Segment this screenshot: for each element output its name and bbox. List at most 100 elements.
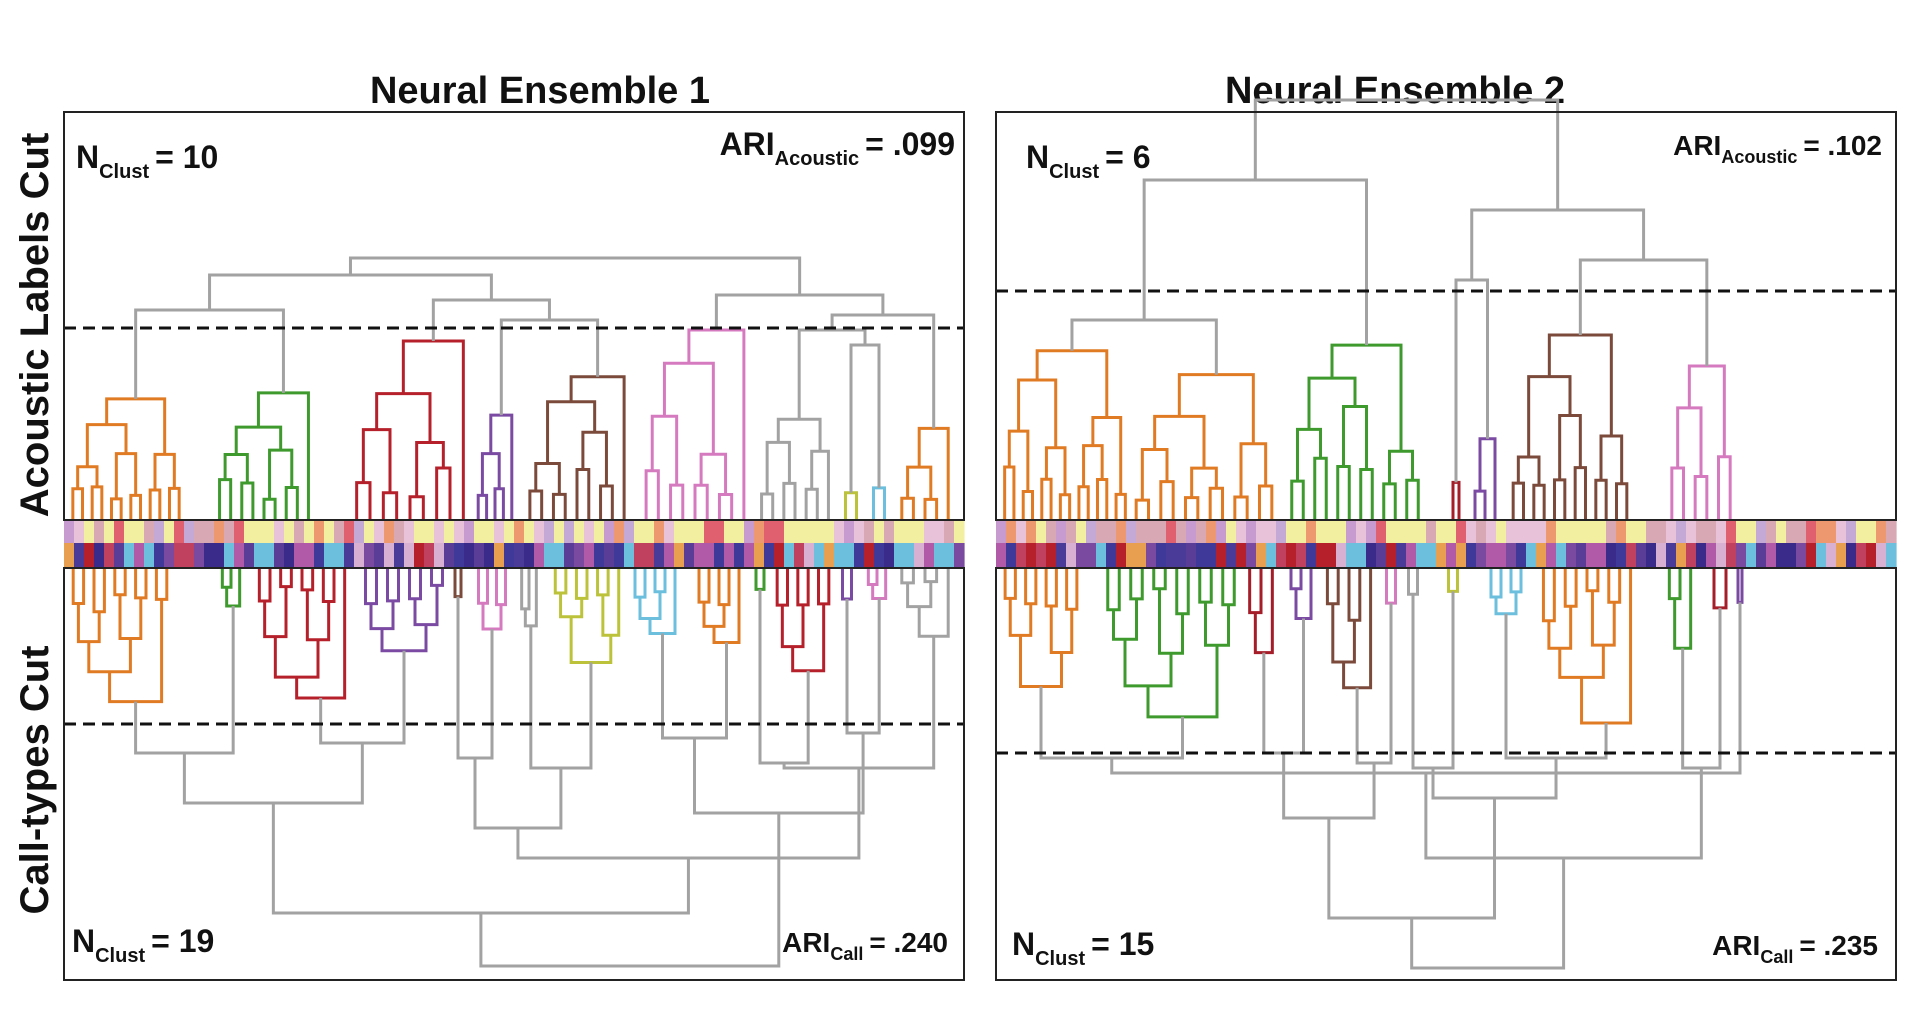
label-strip-cell	[254, 543, 265, 567]
panel-1-acoustic-dendrogram	[71, 256, 950, 520]
dendrogram-link	[1478, 437, 1497, 520]
label-strip-cell	[774, 543, 785, 567]
dendrogram-link	[1307, 376, 1357, 430]
dendrogram-link	[263, 586, 288, 639]
label-strip-cell	[1146, 521, 1157, 543]
label-strip-cell	[244, 521, 255, 543]
dendrogram-link	[1585, 568, 1600, 593]
label-strip-cell	[1316, 543, 1327, 567]
label-strip-cell	[664, 543, 675, 567]
dendrogram-link	[1670, 466, 1685, 520]
label-strip-cell	[1376, 521, 1387, 543]
label-strip-cell	[174, 543, 185, 567]
label-strip-cell	[1716, 543, 1727, 567]
dendrogram-link	[1152, 568, 1167, 591]
dendrogram-link	[1044, 446, 1067, 495]
dendrogram-link	[1253, 98, 1560, 210]
dendrogram-link	[1594, 478, 1608, 520]
dendrogram-link	[118, 594, 143, 640]
label-strip-cell	[1126, 521, 1137, 543]
dendrogram-link	[1049, 605, 1074, 655]
label-strip-cell	[1066, 543, 1077, 567]
label-strip-cell	[204, 521, 215, 543]
label-strip-cell	[1576, 521, 1587, 543]
dendrogram-link	[760, 492, 775, 520]
panel-1-label-strips	[64, 521, 965, 567]
label-strip-cell	[1656, 543, 1667, 567]
dendrogram-link	[257, 568, 272, 603]
dendrogram-link	[1578, 258, 1709, 366]
label-strip-cell	[1476, 521, 1487, 543]
label-strip-cell	[1196, 543, 1207, 567]
label-strip-cell	[514, 543, 525, 567]
label-strip-cell	[1086, 521, 1097, 543]
label-strip-cell	[564, 521, 575, 543]
label-strip-cell	[764, 543, 775, 567]
dendrogram-link	[256, 391, 310, 520]
dendrogram-link	[569, 375, 626, 520]
dendrogram-link	[381, 491, 399, 520]
label-strip-cell	[554, 543, 565, 567]
label-strip-cell	[1266, 543, 1277, 567]
label-strip-cell	[494, 543, 505, 567]
dendrogram-link	[596, 568, 610, 597]
dendrogram-link	[1590, 590, 1616, 647]
label-strip-cell	[94, 521, 105, 543]
dendrogram-link	[408, 495, 425, 520]
dendrogram-link	[581, 430, 608, 486]
label-strip-cell	[914, 543, 925, 567]
label-strip-cell	[124, 543, 135, 567]
label-strip-cell	[1876, 521, 1887, 543]
dendrogram-link	[797, 328, 867, 420]
panel-1-top-ari: ARIAcoustic = .099	[720, 126, 955, 170]
label-strip-cell	[1366, 521, 1377, 543]
dendrogram-link	[1096, 477, 1109, 520]
dendrogram-link	[1673, 568, 1693, 650]
dendrogram-link	[923, 568, 939, 584]
dendrogram-link	[1070, 318, 1218, 375]
dendrogram-link	[687, 328, 746, 520]
label-strip-cell	[1486, 543, 1497, 567]
dendrogram-link	[85, 423, 128, 467]
label-strip-cell	[364, 521, 375, 543]
label-strip-cell	[384, 521, 395, 543]
label-strip-cell	[934, 543, 945, 567]
label-strip-cell	[1626, 543, 1637, 567]
label-strip-cell	[1866, 543, 1877, 567]
label-strip-cell	[344, 543, 355, 567]
label-strip-cell	[1246, 543, 1257, 567]
dendrogram-link	[284, 485, 299, 520]
dendrogram-link	[479, 813, 781, 968]
dendrogram-link	[134, 605, 235, 755]
label-strip-cell	[1686, 543, 1697, 567]
label-strip-cell	[754, 521, 765, 543]
label-strip-cell	[944, 521, 955, 543]
label-strip-cell	[254, 521, 265, 543]
dendrogram-link	[375, 392, 432, 443]
label-strip-cell	[1216, 521, 1227, 543]
label-strip-cell	[1536, 521, 1547, 543]
label-strip-cell	[1386, 521, 1397, 543]
label-strip-cell	[1156, 521, 1167, 543]
dendrogram-link	[523, 568, 538, 628]
label-strip-cell	[1796, 521, 1807, 543]
label-strip-cell	[1756, 543, 1767, 567]
dendrogram-link	[1676, 406, 1703, 477]
label-strip-cell	[134, 543, 145, 567]
label-strip-cell	[894, 543, 905, 567]
label-strip-cell	[1636, 543, 1647, 567]
dendrogram-link	[1553, 478, 1567, 520]
label-strip-cell	[1256, 521, 1267, 543]
panel-2-bottom-nclust: NClust = 15	[1012, 926, 1154, 970]
dendrogram-link	[1407, 568, 1419, 596]
label-strip-cell	[244, 543, 255, 567]
dendrogram-link	[553, 568, 568, 595]
label-strip-cell	[1136, 543, 1147, 567]
label-strip-cell	[1046, 521, 1057, 543]
label-strip-cell	[604, 543, 615, 567]
dendrogram-link	[1355, 603, 1393, 765]
label-strip-cell	[594, 543, 605, 567]
dendrogram-link	[268, 448, 294, 500]
dendrogram-link	[810, 449, 830, 520]
label-strip-cell	[784, 521, 795, 543]
